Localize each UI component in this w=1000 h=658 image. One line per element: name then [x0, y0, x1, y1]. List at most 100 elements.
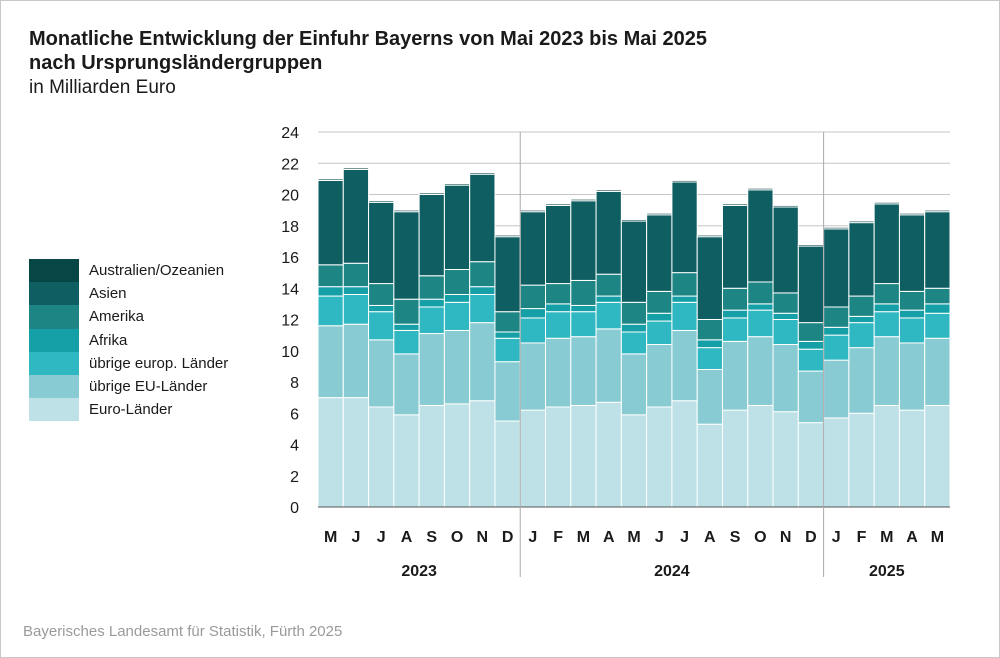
bar-segment [646, 214, 673, 292]
bar-segment [873, 336, 900, 406]
bar-segment [519, 209, 547, 213]
bar-segment [797, 422, 825, 508]
x-tick-label: O [451, 529, 463, 546]
bar-segment [393, 323, 420, 331]
bar-segment [393, 211, 420, 300]
bar-segment [519, 409, 547, 508]
bar-segment [848, 412, 875, 508]
x-tick-label: S [730, 529, 741, 546]
bar-segment [848, 220, 875, 224]
bar-segment [671, 301, 698, 331]
bar-segment [545, 311, 572, 339]
bar-segment [873, 404, 900, 508]
bar-segment [848, 222, 875, 297]
bar-segment [797, 340, 825, 350]
x-tick-label: M [931, 529, 944, 546]
bar-segment [317, 397, 344, 508]
bar-segment [873, 303, 900, 313]
x-tick-label: J [377, 529, 386, 546]
bar-segment [418, 404, 445, 508]
y-tick-label: 6 [290, 406, 299, 423]
bar-segment [469, 400, 496, 508]
legend-swatch [29, 398, 79, 422]
x-tick-label: O [754, 529, 766, 546]
y-tick-label: 20 [281, 188, 299, 205]
bar-segment [898, 290, 926, 311]
bar-segment [696, 347, 723, 370]
x-tick-label: J [351, 529, 360, 546]
y-tick-label: 2 [290, 469, 299, 486]
bar-segment [823, 226, 850, 230]
bar-segment [443, 329, 471, 405]
x-tick-label: M [324, 529, 337, 546]
year-label: 2024 [654, 563, 690, 580]
bar-segment [545, 337, 572, 408]
y-tick-label: 8 [290, 375, 299, 392]
bar-segment [646, 406, 673, 508]
source-note: Bayerisches Landesamt für Statistik, Für… [23, 623, 343, 640]
bar-segment [570, 304, 597, 313]
bar-segment [646, 344, 673, 408]
bar-segment [823, 228, 850, 308]
x-tick-label: A [704, 529, 716, 546]
bar-segment [595, 301, 622, 330]
bar-segment [570, 311, 597, 338]
y-tick-label: 16 [281, 250, 299, 267]
legend-swatch [29, 282, 79, 306]
bar-segment [317, 264, 344, 288]
bar-segment [696, 423, 723, 508]
bar-segment [696, 369, 723, 425]
bar-segment [646, 290, 673, 314]
title-line-1: Monatliche Entwicklung der Einfuhr Bayer… [29, 28, 707, 50]
bar-segment [646, 312, 673, 322]
bar-segment [873, 283, 900, 305]
bar-segment [393, 298, 420, 325]
x-tick-label: F [553, 529, 563, 546]
bar-segment [519, 211, 547, 286]
bar-segment [570, 279, 597, 306]
bar-segment [772, 411, 799, 508]
bar-segment [797, 348, 825, 372]
legend-swatch [29, 351, 79, 375]
bar-segment [393, 414, 420, 508]
bar-segment [545, 303, 572, 313]
bar-segment [772, 204, 799, 208]
bar-segment [595, 295, 622, 303]
bar-segment [620, 219, 648, 222]
bar-segment [570, 336, 597, 406]
bar-segment [443, 294, 471, 303]
bar-segment [671, 179, 698, 183]
x-tick-label: A [603, 529, 615, 546]
bar-segment [595, 401, 622, 508]
legend-swatch [29, 328, 79, 352]
x-tick-label: J [528, 529, 537, 546]
bar-segment [418, 275, 445, 300]
legend-label: Afrika [89, 331, 128, 349]
chart-title: Monatliche Entwicklung der Einfuhr Bayer… [29, 27, 707, 75]
bar-segment [595, 328, 622, 403]
bar-segment [317, 286, 344, 297]
bar-segment [570, 198, 597, 202]
bar-segment [721, 203, 749, 206]
bar-segment [924, 287, 951, 305]
bar-segment [772, 206, 799, 294]
legend-swatch [29, 259, 79, 283]
bar-segment [848, 322, 875, 349]
bar-segment [519, 308, 547, 319]
x-tick-label: S [426, 529, 437, 546]
x-tick-label: J [655, 529, 664, 546]
title-line-2: nach Ursprungsländergruppen [29, 52, 323, 74]
bar-segment [772, 344, 799, 413]
bar-segment [898, 214, 926, 292]
bar-segment [823, 417, 850, 508]
bar-segment [545, 283, 572, 305]
x-tick-label: N [780, 529, 792, 546]
bar-segment [873, 201, 900, 205]
bar-segment [418, 333, 445, 406]
bar-segment [747, 187, 774, 191]
y-tick-label: 10 [281, 344, 299, 361]
bar-segment [696, 236, 723, 320]
bar-segment [418, 192, 445, 195]
bar-segment [469, 172, 496, 175]
